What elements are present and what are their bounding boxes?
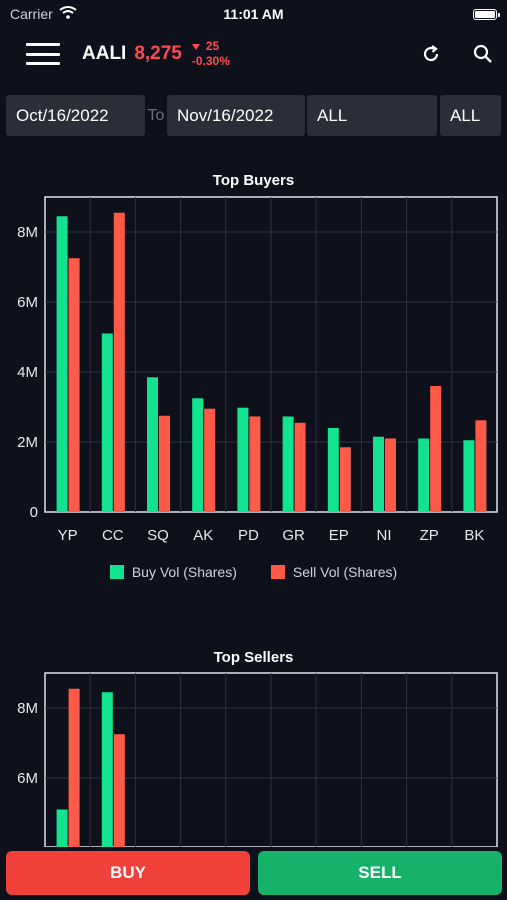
x-tick-label: YP [58,527,78,544]
sell-volume-bar [430,386,442,512]
buy-button[interactable]: BUY [6,851,250,895]
sell-volume-bar [475,420,487,512]
buy-volume-bar [56,216,68,512]
y-tick-label: 6M [17,294,38,311]
y-tick-label: 6M [17,770,38,787]
sell-volume-bar [113,212,125,512]
buy-volume-bar [418,438,430,512]
x-tick-label: CC [102,527,124,544]
sell-volume-bar [204,408,216,512]
sell-volume-bar [249,416,261,512]
to-label: To [147,106,165,124]
top-buyers-title: Top Buyers [212,172,295,189]
status-left: Carrier [10,6,77,22]
legend-sell-swatch [270,565,285,579]
y-tick-label: 0 [30,504,38,521]
top-sellers-title: Top Sellers [213,649,294,666]
search-icon[interactable] [471,42,495,66]
buy-volume-bar [463,440,475,512]
legend-buy-label: Buy Vol (Shares) [131,564,237,580]
battery-icon [473,8,500,20]
bottom-action-bar: BUY SELL [0,847,507,900]
header-actions [419,42,495,66]
broker-filter-select[interactable]: ALL [307,95,437,136]
change-value: 25 [205,39,220,53]
legend-buy: Buy Vol (Shares) [109,564,237,580]
buy-volume-bar [327,428,339,512]
buy-volume-bar [237,407,249,512]
sell-volume-bar [385,438,396,512]
legend-sell-label: Sell Vol (Shares) [292,564,398,580]
sell-volume-bar [113,734,125,847]
to-date-field[interactable]: Nov/16/2022 [167,95,305,136]
x-tick-label: GR [282,527,305,544]
board-filter-select[interactable]: ALL [440,95,501,136]
x-tick-label: ZP [420,527,439,544]
buy-volume-bar [101,333,113,512]
y-tick-label: 8M [17,700,38,717]
legend-buy-swatch [109,565,124,579]
status-time: 11:01 AM [223,6,284,22]
buy-volume-bar [101,692,113,847]
sell-button[interactable]: SELL [258,851,502,895]
legend-sell: Sell Vol (Shares) [270,564,398,580]
sell-volume-bar [159,415,170,512]
x-tick-label: SQ [147,527,169,544]
app-header: AALI 8,275 25 -0.30% [0,28,507,80]
refresh-icon[interactable] [419,42,443,66]
buy-volume-bar [282,416,294,512]
down-arrow-icon [191,43,200,50]
from-date-field[interactable]: Oct/16/2022 [6,95,145,136]
buy-volume-bar [192,398,204,512]
status-bar: Carrier 11:01 AM [0,0,507,28]
filter-row: Oct/16/2022 To Nov/16/2022 ALL ALL [6,95,501,136]
top-buyers-chart: 0 2M 4M 6M 8M YP CC SQ AK PD GR EP NI ZP BK [17,196,498,544]
x-tick-label: AK [193,527,213,544]
change-percent: -0.30% [191,54,230,68]
y-tick-label: 4M [17,364,38,381]
sell-volume-bar [294,422,306,512]
carrier-label: Carrier [10,6,53,22]
sell-volume-bar [68,258,80,512]
x-tick-label: PD [238,527,259,544]
y-tick-label: 2M [17,434,38,451]
x-tick-label: EP [329,527,349,544]
buy-volume-bar [56,809,68,847]
x-tick-label: NI [377,527,392,544]
ticker-price: 8,275 [134,43,182,64]
top-buyers-legend: Buy Vol (Shares) Sell Vol (Shares) [0,564,507,580]
sell-volume-bar [68,688,80,847]
sell-volume-bar [339,447,351,512]
wifi-icon [59,6,77,22]
buy-volume-bar [373,436,384,512]
y-tick-label: 8M [17,224,38,241]
ticker-symbol: AALI [82,43,127,64]
price-change: 25 -0.30% [191,39,230,69]
x-tick-label: BK [464,527,484,544]
hamburger-menu-icon[interactable] [26,43,60,65]
buy-volume-bar [147,377,158,512]
